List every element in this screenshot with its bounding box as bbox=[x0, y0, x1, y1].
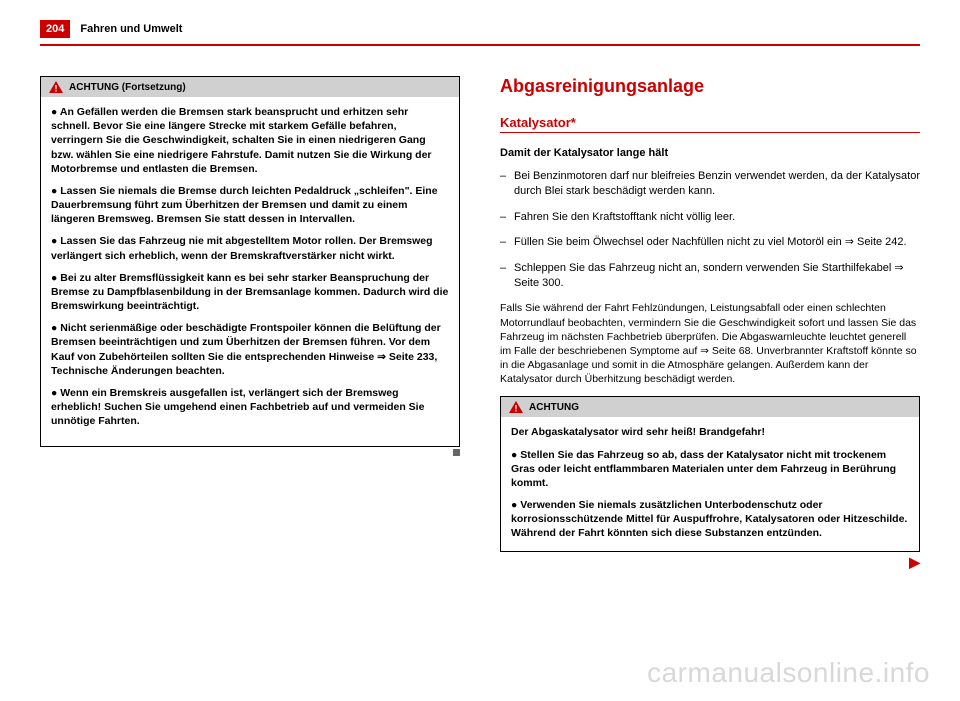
warning-triangle-icon: ! bbox=[509, 401, 523, 413]
warning-box-continued: ! ACHTUNG (Fortsetzung) An Gefällen werd… bbox=[40, 76, 460, 447]
warning-box-achtung: ! ACHTUNG Der Abgaskatalysator wird sehr… bbox=[500, 396, 920, 551]
document-page: 204 Fahren und Umwelt ! ACHTUNG (Fortset… bbox=[0, 0, 960, 601]
warning-bullet: Nicht serienmäßige oder beschädigte Fron… bbox=[51, 321, 449, 378]
warning-bullet: Wenn ein Bremskreis ausgefallen ist, ver… bbox=[51, 386, 449, 429]
list-item: Fahren Sie den Kraftstofftank nicht völl… bbox=[500, 210, 920, 225]
warning-header: ! ACHTUNG (Fortsetzung) bbox=[41, 77, 459, 97]
svg-text:!: ! bbox=[515, 404, 518, 414]
warning-title: ACHTUNG (Fortsetzung) bbox=[69, 82, 186, 93]
warning-body: An Gefällen werden die Bremsen stark bea… bbox=[41, 97, 459, 446]
svg-text:!: ! bbox=[55, 84, 58, 94]
list-item: Füllen Sie beim Ölwechsel oder Nachfülle… bbox=[500, 235, 920, 250]
warning-header: ! ACHTUNG bbox=[501, 397, 919, 417]
warning-triangle-icon: ! bbox=[49, 81, 63, 93]
main-heading: Abgasreinigungsanlage bbox=[500, 76, 920, 97]
left-column: ! ACHTUNG (Fortsetzung) An Gefällen werd… bbox=[40, 76, 460, 571]
warning-bullet: Lassen Sie niemals die Bremse durch leic… bbox=[51, 184, 449, 227]
continue-arrow-icon: ▶ bbox=[909, 554, 920, 571]
section-title: Fahren und Umwelt bbox=[80, 23, 182, 35]
watermark: carmanualsonline.info bbox=[647, 657, 930, 689]
content-columns: ! ACHTUNG (Fortsetzung) An Gefällen werd… bbox=[40, 76, 920, 571]
intro-bold: Damit der Katalysator lange hält bbox=[500, 147, 920, 159]
warning-bullet: Lassen Sie das Fahrzeug nie mit abgestel… bbox=[51, 234, 449, 262]
warning-intro: Der Abgaskatalysator wird sehr heiß! Bra… bbox=[511, 425, 909, 439]
page-number: 204 bbox=[40, 20, 70, 38]
warning-title: ACHTUNG bbox=[529, 402, 579, 413]
warning-bullet: Verwenden Sie niemals zusätzlichen Unter… bbox=[511, 498, 909, 541]
list-item: Bei Benzinmotoren darf nur bleifreies Be… bbox=[500, 169, 920, 200]
sub-heading: Katalysator* bbox=[500, 115, 920, 133]
warning-bullet: An Gefällen werden die Bremsen stark bea… bbox=[51, 105, 449, 176]
header-divider bbox=[40, 44, 920, 46]
right-column: Abgasreinigungsanlage Katalysator* Damit… bbox=[500, 76, 920, 571]
warning-bullet: Bei zu alter Bremsflüssigkeit kann es be… bbox=[51, 271, 449, 314]
warning-bullet: Stellen Sie das Fahrzeug so ab, dass der… bbox=[511, 448, 909, 491]
list-item: Schleppen Sie das Fahrzeug nicht an, son… bbox=[500, 261, 920, 292]
paragraph: Falls Sie während der Fahrt Fehlzündunge… bbox=[500, 301, 920, 386]
page-header: 204 Fahren und Umwelt bbox=[40, 20, 920, 38]
warning-body: Der Abgaskatalysator wird sehr heiß! Bra… bbox=[501, 417, 919, 550]
section-end-marker bbox=[453, 449, 460, 456]
